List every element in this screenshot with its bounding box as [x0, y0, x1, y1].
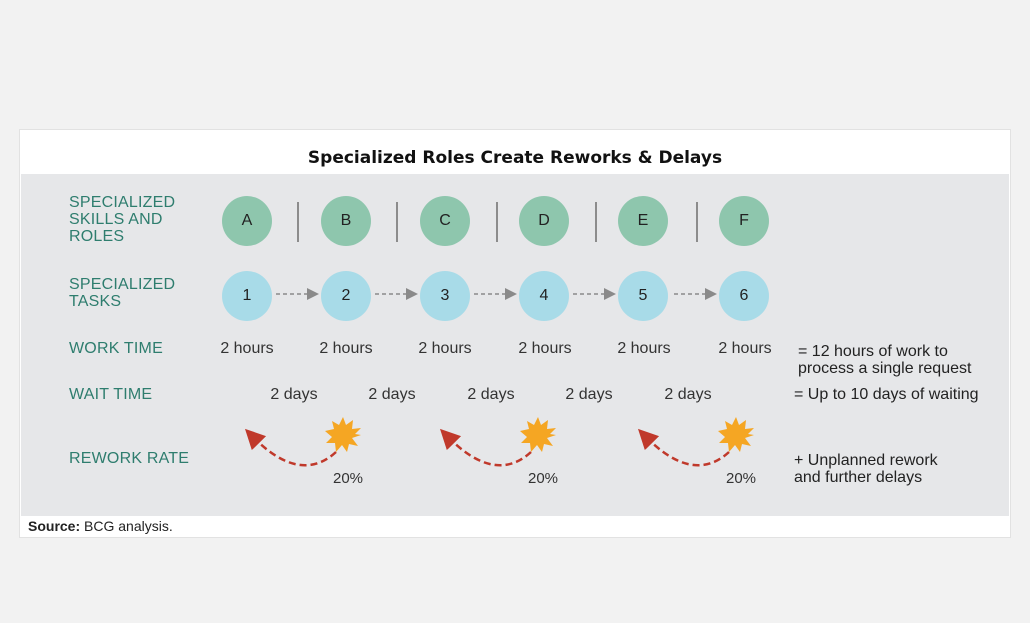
- work-time-value: 2 hours: [319, 340, 373, 357]
- task-circle-3: 3: [420, 271, 470, 321]
- label-line: SPECIALIZED: [69, 276, 176, 293]
- work-time-value: 2 hours: [418, 340, 472, 357]
- summary-line: + Unplanned rework: [794, 452, 938, 469]
- task-circle-1: 1: [222, 271, 272, 321]
- source-label: Source:: [28, 518, 81, 534]
- label-wait-time: WAIT TIME: [69, 386, 153, 403]
- work-time-value: 2 hours: [518, 340, 572, 357]
- label-line: SPECIALIZED: [69, 194, 176, 211]
- role-divider: [396, 202, 398, 242]
- summary-work: = 12 hours of work to process a single r…: [798, 343, 971, 377]
- label-specialized-roles: SPECIALIZED SKILLS AND ROLES: [69, 194, 175, 245]
- work-time-value: 2 hours: [718, 340, 772, 357]
- wait-time-value: 2 days: [368, 386, 416, 403]
- role-divider: [696, 202, 698, 242]
- summary-line: and further delays: [794, 469, 923, 486]
- rework-rate-value: 20%: [332, 470, 364, 487]
- wait-time-value: 2 days: [664, 386, 712, 403]
- label-line: SKILLS AND: [69, 211, 163, 228]
- role-divider: [595, 202, 597, 242]
- rework-rate-value: 20%: [527, 470, 559, 487]
- label-line: ROLES: [69, 228, 125, 245]
- burst-icon: [325, 417, 361, 452]
- source-text: BCG analysis.: [80, 518, 173, 534]
- wait-time-value: 2 days: [565, 386, 613, 403]
- work-time-value: 2 hours: [617, 340, 671, 357]
- burst-icon: [520, 417, 556, 452]
- diagram-title: Specialized Roles Create Reworks & Delay…: [307, 148, 723, 168]
- source-note: Source: BCG analysis.: [28, 518, 173, 534]
- role-circle-b: B: [321, 196, 371, 246]
- summary-line: process a single request: [798, 360, 972, 377]
- role-circle-e: E: [618, 196, 668, 246]
- role-divider: [496, 202, 498, 242]
- task-circle-2: 2: [321, 271, 371, 321]
- rework-arrow: [637, 428, 730, 467]
- rework-rate-value: 20%: [725, 470, 757, 487]
- wait-time-value: 2 days: [270, 386, 318, 403]
- diagram-panel: [21, 174, 1009, 516]
- label-work-time: WORK TIME: [69, 340, 163, 357]
- wait-time-value: 2 days: [467, 386, 515, 403]
- task-circle-4: 4: [519, 271, 569, 321]
- burst-icon: [718, 417, 754, 452]
- role-divider: [297, 202, 299, 242]
- role-circle-f: F: [719, 196, 769, 246]
- rework-arrow: [244, 428, 337, 467]
- role-circle-d: D: [519, 196, 569, 246]
- task-circle-5: 5: [618, 271, 668, 321]
- label-line: TASKS: [69, 293, 122, 310]
- rework-arrow: [439, 428, 532, 467]
- label-specialized-tasks: SPECIALIZED TASKS: [69, 276, 175, 310]
- label-rework-rate: REWORK RATE: [69, 450, 190, 467]
- task-circle-6: 6: [719, 271, 769, 321]
- summary-rework: + Unplanned rework and further delays: [794, 452, 938, 486]
- work-time-value: 2 hours: [220, 340, 274, 357]
- summary-line: = 12 hours of work to: [798, 343, 948, 360]
- role-circle-a: A: [222, 196, 272, 246]
- summary-wait: = Up to 10 days of waiting: [794, 386, 979, 403]
- role-circle-c: C: [420, 196, 470, 246]
